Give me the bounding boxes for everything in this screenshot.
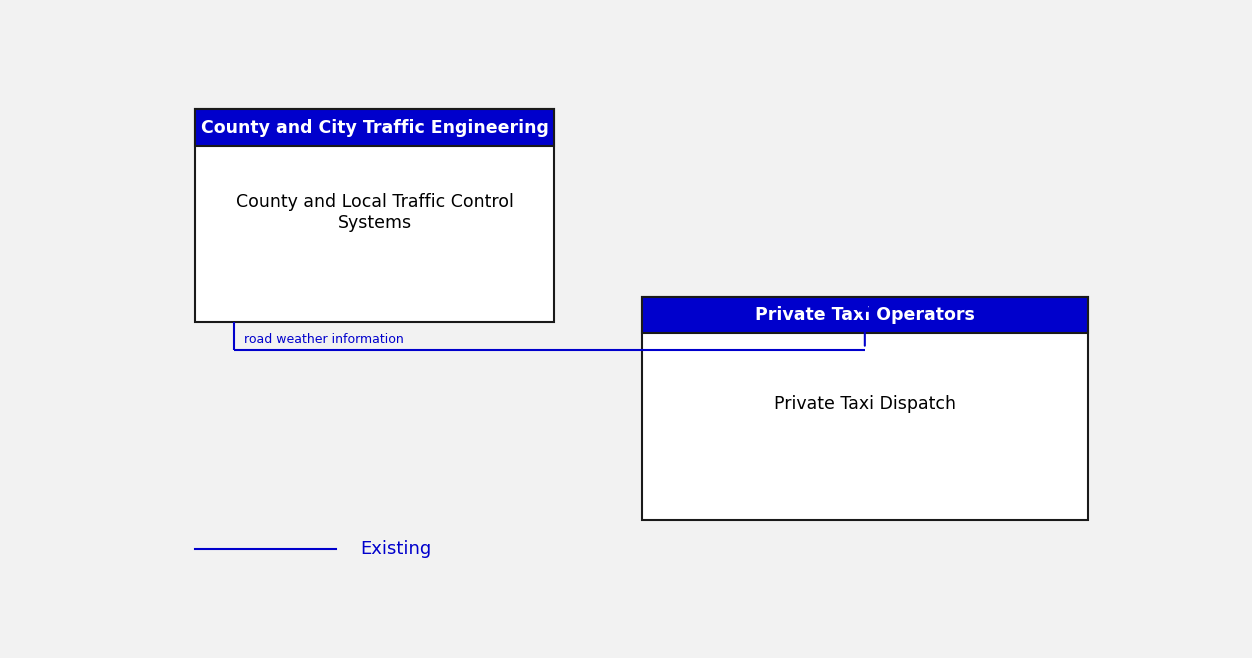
Text: County and City Traffic Engineering: County and City Traffic Engineering xyxy=(200,118,548,137)
Text: road weather information: road weather information xyxy=(244,333,403,346)
Bar xyxy=(641,297,1088,520)
Bar xyxy=(641,297,1088,334)
Text: Private Taxi Dispatch: Private Taxi Dispatch xyxy=(774,395,955,413)
Text: County and Local Traffic Control
Systems: County and Local Traffic Control Systems xyxy=(235,193,513,232)
Bar xyxy=(195,109,555,146)
Text: Private Taxi Operators: Private Taxi Operators xyxy=(755,306,975,324)
Text: Existing: Existing xyxy=(361,540,432,558)
Bar xyxy=(195,109,555,322)
